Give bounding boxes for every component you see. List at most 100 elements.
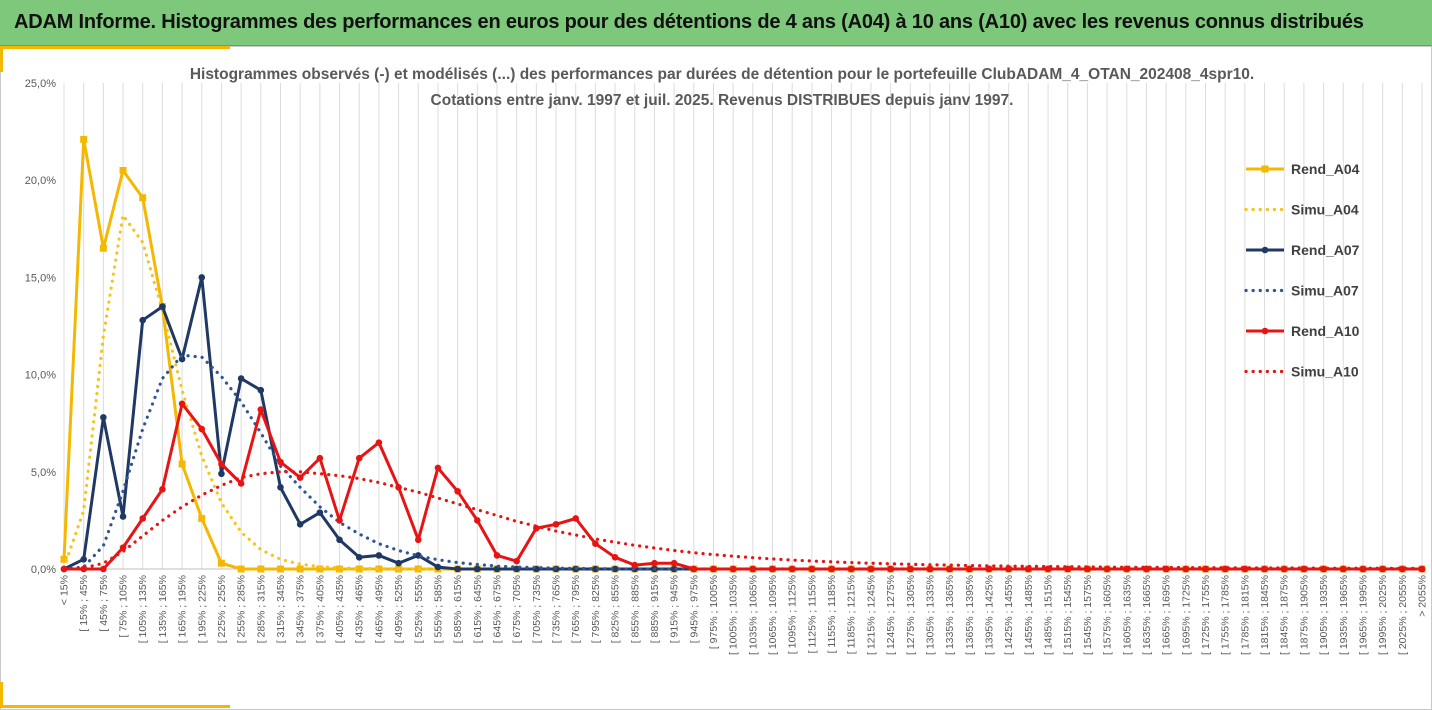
x-tick-label: [ 1395% ; 1425%	[984, 575, 996, 655]
data-point	[178, 400, 186, 408]
x-tick-label: [ 1605% ; 1635%	[1121, 575, 1133, 655]
legend-marker	[1261, 246, 1269, 254]
x-tick-label: [ 1695% ; 1725%	[1180, 575, 1192, 655]
data-point	[296, 565, 304, 573]
y-tick-label: 10,0%	[25, 370, 56, 382]
data-point	[434, 563, 442, 571]
legend-label: Simu_A07	[1291, 283, 1359, 299]
x-tick-label: [ 735% ; 765%	[551, 575, 563, 643]
data-point	[218, 460, 225, 468]
series-simu-a04	[62, 213, 1424, 571]
data-point	[395, 559, 402, 567]
x-tick-label: [ 15% ; 45%	[78, 575, 90, 632]
series-lines	[60, 135, 1426, 573]
legend-item-simu-a04: Simu_A04	[1244, 202, 1359, 218]
x-tick-label: [ 1845% ; 1875%	[1279, 575, 1291, 655]
y-axis-tick-labels: 0,0% 5,0% 10,0% 15,0% 20,0% 25,0%	[25, 78, 56, 576]
x-tick-label: [ 675% ; 705%	[511, 575, 523, 643]
data-point	[572, 515, 580, 522]
x-tick-label: [ 555% ; 585%	[432, 575, 444, 643]
x-tick-label: [ 465% ; 495%	[373, 575, 385, 643]
data-point	[434, 464, 442, 472]
x-tick-label: < 15%	[59, 575, 71, 605]
data-point	[926, 565, 934, 573]
data-point	[100, 565, 107, 573]
data-point	[198, 274, 206, 281]
legend-item-simu-a07: Simu_A07	[1244, 283, 1359, 299]
legend-label: Simu_A10	[1291, 364, 1359, 380]
x-tick-label: [ 585% ; 615%	[452, 575, 464, 643]
data-point	[355, 554, 363, 561]
data-point	[277, 484, 284, 491]
data-point	[296, 520, 304, 528]
x-tick-label: [ 1515% ; 1545%	[1062, 575, 1074, 655]
data-point	[277, 458, 284, 466]
report-title: ADAM Informe. Histogrammes des performan…	[14, 11, 1364, 33]
data-point	[237, 480, 245, 487]
x-tick-label: [ 645% ; 675%	[491, 575, 503, 643]
x-tick-label: [ 1125% ; 1155%	[806, 575, 818, 653]
chart-title-line-1: Histogrammes observés (-) et modélisés (…	[190, 66, 1254, 83]
data-point	[159, 303, 166, 310]
data-point	[375, 439, 383, 446]
x-tick-label: [ 1815% ; 1845%	[1259, 575, 1271, 655]
x-tick-label: [ 915% ; 945%	[669, 575, 681, 643]
legend-item-simu-a10: Simu_A10	[1244, 364, 1359, 380]
x-tick-label: [ 1455% ; 1485%	[1023, 575, 1035, 655]
chart-legend: Rend_A04 Simu_A04 Rend_A07 Simu_A07 Rend_A10…	[1244, 161, 1360, 380]
x-tick-label: [ 1755% ; 1785%	[1220, 575, 1232, 655]
data-point	[237, 565, 245, 573]
x-tick-label: [ 315% ; 345%	[275, 575, 287, 643]
data-point	[355, 565, 363, 573]
data-point	[119, 513, 127, 520]
series-rend-a10	[60, 400, 1426, 573]
x-tick-label: [ 1185% ; 1215%	[846, 575, 858, 654]
data-point	[513, 557, 520, 565]
x-tick-label: [ 45% ; 75%	[98, 575, 110, 632]
data-point	[296, 474, 304, 481]
x-tick-label: [ 1965% ; 1995%	[1357, 575, 1369, 655]
corner-accent-bottom-left-h	[0, 705, 230, 708]
y-tick-label: 15,0%	[25, 272, 56, 284]
data-point	[355, 454, 363, 462]
series-line	[62, 137, 1422, 571]
data-point	[99, 244, 107, 252]
x-tick-label: [ 1305% ; 1335%	[924, 575, 936, 655]
x-tick-label: [ 795% ; 825%	[590, 575, 602, 643]
report-header: ADAM Informe. Histogrammes des performan…	[0, 0, 1432, 46]
data-point	[336, 536, 343, 544]
data-point	[769, 565, 776, 573]
x-tick-label: [ 1425% ; 1455%	[1003, 575, 1015, 655]
x-tick-label: [ 1065% ; 1095%	[767, 575, 779, 655]
x-tick-label: [ 1155% ; 1185%	[826, 575, 838, 653]
legend-label: Simu_A04	[1291, 202, 1359, 218]
data-point	[729, 565, 737, 573]
x-tick-label: [ 1785% ; 1815%	[1239, 575, 1251, 655]
data-point	[552, 520, 560, 528]
data-point	[257, 386, 265, 394]
legend-item-rend-a10: Rend_A10	[1246, 323, 1360, 339]
data-point	[139, 194, 147, 202]
series-simu-a07	[62, 353, 1424, 571]
data-point	[198, 425, 206, 433]
data-point	[966, 565, 973, 573]
data-point	[218, 470, 225, 478]
data-point	[749, 565, 757, 573]
x-tick-label: [ 1485% ; 1515%	[1043, 575, 1055, 655]
data-point	[316, 454, 324, 462]
data-point	[316, 509, 324, 516]
data-point	[139, 515, 147, 522]
data-point	[1143, 565, 1150, 573]
x-tick-label: [ 1275% ; 1305%	[905, 575, 917, 655]
data-point	[651, 559, 658, 567]
x-tick-label: [ 1905% ; 1935%	[1318, 575, 1330, 655]
data-point	[454, 565, 461, 573]
data-point	[611, 554, 619, 561]
data-point	[474, 565, 481, 573]
x-tick-label: [ 1005% ; 1035%	[728, 575, 740, 655]
x-tick-label: [ 705% ; 735%	[531, 575, 543, 643]
data-point	[80, 135, 88, 143]
data-point	[257, 406, 265, 413]
data-point	[375, 565, 383, 573]
x-tick-label: [ 855% ; 885%	[629, 575, 641, 643]
